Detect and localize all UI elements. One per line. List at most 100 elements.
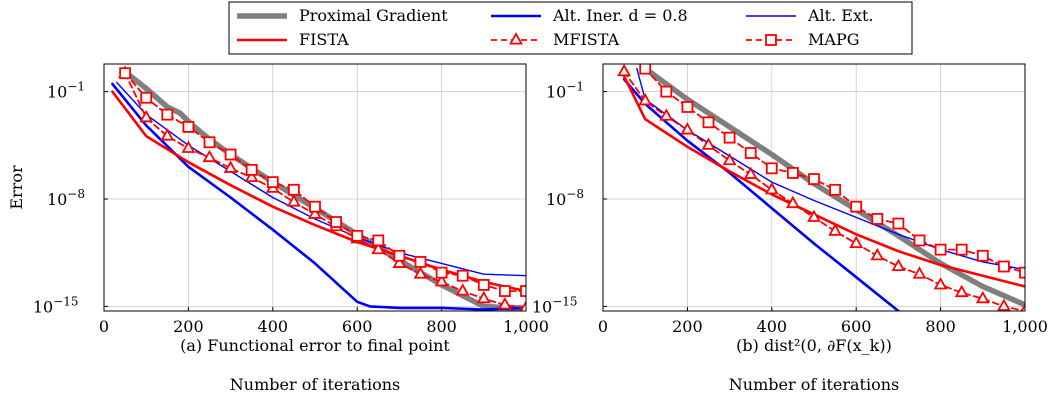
data-point-4-17 [975, 290, 990, 304]
x-tick-label-0: 0 [99, 317, 109, 336]
data-point-4-8 [286, 194, 301, 207]
data-point-5-4 [203, 136, 216, 149]
y-tick-label-1: 10−8 [47, 187, 85, 209]
data-point-4-15 [434, 274, 449, 287]
data-point-5-15 [955, 243, 968, 256]
legend-label-1: Alt. Iner. d = 0.8 [552, 6, 688, 25]
data-point-5-12 [372, 234, 385, 247]
x-tick-label-0: 0 [598, 317, 608, 336]
data-point-4-9 [807, 209, 821, 222]
y-tick-label-0: 10−1 [47, 80, 85, 102]
data-point-5-16 [976, 249, 989, 262]
data-point-5-8 [287, 183, 300, 196]
x-tick-label-4: 800 [426, 317, 457, 336]
data-point-5-2 [681, 101, 694, 113]
data-point-5-14 [414, 256, 427, 268]
data-point-4-6 [244, 169, 259, 183]
x-tick-label-1: 200 [672, 317, 703, 336]
data-point-5-12 [892, 217, 905, 230]
series-line-3 [111, 90, 526, 293]
x-tick-label-2: 400 [757, 317, 788, 336]
data-point-4-12 [371, 241, 386, 255]
data-point-4-12 [870, 247, 885, 261]
data-point-4-18 [996, 298, 1011, 311]
data-point-5-6 [245, 163, 258, 176]
data-point-5-18 [1019, 266, 1025, 279]
data-point-4-4 [701, 137, 716, 150]
legend-marker-5 [765, 34, 777, 46]
series-line-1 [111, 82, 526, 311]
data-point-5-10 [850, 200, 863, 213]
data-point-5-16 [456, 269, 469, 282]
y-tick-label-0: 10−1 [546, 80, 584, 102]
x-tick-label-2: 400 [258, 317, 289, 336]
data-point-4-14 [413, 266, 428, 279]
series-line-0 [642, 65, 1025, 308]
data-point-5-13 [393, 249, 406, 262]
data-point-5-2 [161, 108, 174, 121]
data-point-5-17 [477, 279, 490, 291]
data-point-4-6 [743, 166, 758, 179]
data-point-4-16 [954, 284, 969, 298]
data-point-4-3 [181, 140, 196, 153]
data-point-5-3 [182, 121, 195, 133]
plot-b: 0 200 400 600 800 1,000 10−1 10−8 10−15 (b) dist²… [532, 63, 1048, 394]
x-tick-label-5: 1,000 [503, 317, 549, 336]
data-point-4-13 [891, 258, 906, 272]
y-axis-label: Error [7, 165, 26, 210]
y-tick-label-2: 10−15 [33, 294, 79, 316]
legend-label-3: FISTA [299, 30, 349, 49]
data-point-4-1 [139, 109, 154, 123]
series-group [617, 64, 1025, 311]
x-tick-label-3: 600 [342, 317, 373, 336]
data-point-4-18 [497, 297, 512, 310]
data-point-5-1 [140, 91, 153, 104]
legend-label-2: Alt. Ext. [807, 6, 874, 25]
data-point-4-5 [223, 160, 238, 173]
plot-a: 0 200 400 600 800 1,000 10−1 10−8 10−15 (a) Funct… [7, 63, 549, 394]
data-point-4-17 [476, 290, 491, 304]
data-point-5-8 [808, 173, 820, 185]
x-axis-label: Number of iterations [230, 375, 400, 394]
data-point-5-11 [871, 213, 884, 225]
series-line-2 [115, 81, 526, 277]
series-line-1 [622, 78, 900, 311]
data-point-4-19 [519, 300, 526, 311]
data-point-5-7 [787, 167, 799, 179]
data-point-4-5 [722, 152, 737, 166]
data-point-5-18 [498, 285, 511, 297]
data-point-4-1 [638, 92, 653, 106]
data-point-4-2 [659, 108, 674, 121]
data-point-4-4 [202, 149, 217, 163]
plot-frame [602, 63, 1026, 312]
data-point-5-13 [913, 234, 926, 247]
data-point-5-0 [639, 64, 652, 75]
x-axis-label: Number of iterations [729, 375, 899, 394]
data-point-4-11 [849, 235, 864, 248]
data-point-5-1 [660, 85, 673, 98]
data-point-5-10 [330, 216, 343, 228]
x-tick-label-3: 600 [841, 317, 872, 336]
data-point-5-17 [998, 260, 1010, 273]
x-tick-label-5: 1,000 [1002, 317, 1048, 336]
x-tick-label-4: 800 [925, 317, 956, 336]
caption: (a) Functional error to final point [180, 336, 450, 355]
data-point-5-7 [266, 176, 279, 189]
data-point-4-10 [828, 223, 843, 236]
data-point-4-14 [912, 266, 927, 279]
legend-label-0: Proximal Gradient [299, 6, 448, 25]
x-tick-label-1: 200 [173, 317, 204, 336]
data-point-5-4 [723, 131, 736, 144]
data-point-4-13 [392, 255, 407, 268]
data-point-5-19 [520, 285, 526, 297]
y-tick-label-2: 10−15 [532, 294, 578, 316]
legend-marker-4 [509, 32, 523, 45]
series-line-5 [124, 72, 526, 293]
data-point-5-0 [119, 67, 131, 80]
legend-frame [228, 1, 913, 55]
data-point-4-7 [764, 181, 779, 195]
legend: Proximal Gradient Alt. Iner. d = 0.8 Alt. … [228, 1, 913, 55]
data-point-4-8 [785, 195, 800, 209]
data-point-5-9 [829, 183, 841, 196]
data-point-5-5 [224, 148, 237, 161]
